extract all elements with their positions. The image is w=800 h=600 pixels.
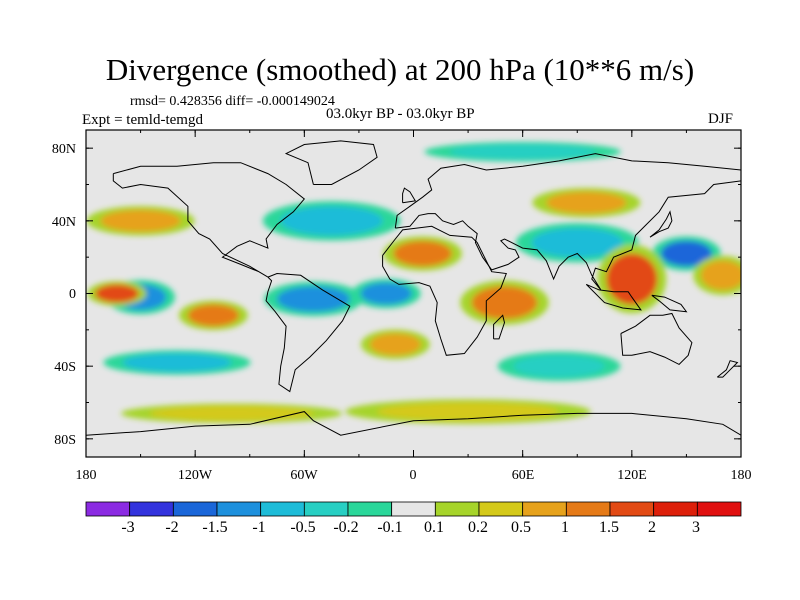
colorbar-swatch — [85, 501, 131, 517]
lon-label-0: 0 — [409, 468, 417, 483]
coastline-japan — [649, 210, 673, 238]
colorbar-swatch — [609, 501, 655, 517]
colorbar-swatch — [129, 501, 174, 517]
colorbar-swatch — [216, 501, 262, 517]
field-south-atlantic-divergence — [369, 333, 421, 356]
coastline-australia — [620, 312, 693, 366]
colorbar-label: 0.1 — [424, 519, 444, 536]
coastline-south-america — [265, 272, 351, 393]
stats-line: rmsd= 0.428356 diff= -0.000149024 — [130, 94, 335, 109]
lon-label-120w: 120W — [177, 468, 213, 483]
field-north-africa-divergence — [393, 240, 452, 267]
colorbar-label: -3 — [121, 519, 135, 536]
colorbar-swatch — [696, 501, 742, 517]
colorbar-label: 0.2 — [468, 519, 488, 536]
colorbar-swatch — [172, 501, 218, 517]
lat-label-40s: 40S — [54, 360, 76, 375]
colorbar-swatch — [653, 501, 698, 517]
colorbar-label: -0.1 — [377, 519, 403, 536]
field-southern-ocean-divergence — [377, 402, 560, 421]
field-southern-ocean-convergence — [122, 353, 232, 372]
coastline-madagascar — [493, 314, 506, 340]
coastline-africa — [382, 225, 507, 356]
colorbar-swatch — [303, 501, 349, 517]
field-arctic-band-convergence — [449, 144, 596, 160]
lon-label-180w: 180 — [75, 468, 97, 483]
field-south-america-convergence — [277, 286, 350, 312]
field-east-pacific-divergence — [700, 260, 741, 290]
colorbar-swatch — [260, 501, 305, 517]
field-asia-convergence — [531, 228, 623, 258]
colorbar-swatch — [347, 501, 393, 517]
colorbar-swatch — [565, 501, 611, 517]
coastlines — [86, 140, 741, 436]
lat-label-40n: 40N — [51, 215, 76, 230]
lon-label-180e: 180 — [730, 468, 752, 483]
lon-label-120e: 120E — [617, 468, 647, 483]
colorbar-label: 2 — [648, 519, 656, 536]
lat-label-80s: 80S — [54, 433, 76, 448]
coastline-new-zealand — [716, 360, 739, 378]
experiment-label: Expt = temld-temgd — [82, 112, 203, 128]
colorbar-label: -1.5 — [202, 519, 228, 536]
coastline-new-guinea — [651, 294, 688, 313]
axis-ticks — [85, 130, 742, 457]
season-label: DJF — [708, 111, 734, 127]
field-antarctic-band-divergence — [149, 406, 314, 421]
colorbar-label: 3 — [692, 519, 700, 536]
colorbar-label: 1 — [561, 519, 569, 536]
map-title: Divergence (smoothed) at 200 hPa (10**6 … — [105, 52, 695, 87]
field-indian-ocean-south-convergence — [513, 355, 605, 378]
coastline-uk — [402, 187, 417, 204]
field-central-pacific-divergence — [95, 284, 139, 303]
coastline-indonesia — [585, 283, 642, 311]
coastline-greenland — [284, 140, 378, 185]
colorbar-swatch — [522, 501, 567, 517]
field-eurasia-divergence — [546, 191, 627, 214]
field-tropical-atlantic-convergence — [360, 282, 412, 305]
period-label: 03.0kyr BP - 03.0kyr BP — [326, 106, 475, 122]
colorbar-label: 1.5 — [599, 519, 619, 536]
colorbar-swatch — [478, 501, 524, 517]
field-south-pacific-divergence — [187, 304, 239, 327]
colorbar-label: 0.5 — [511, 519, 531, 536]
colorbar-swatch — [434, 501, 480, 517]
field-north-atlantic-convergence — [280, 206, 383, 236]
colorbar-label: -0.2 — [333, 519, 359, 536]
colorbar-label: -2 — [165, 519, 179, 536]
colorbar-label: -0.5 — [290, 519, 316, 536]
divergence-field — [86, 141, 741, 424]
lat-label-80n: 80N — [51, 142, 76, 157]
colorbar-swatch — [391, 501, 436, 517]
colorbar-label: -1 — [252, 519, 266, 536]
coastline-antarctica — [86, 411, 741, 436]
field-north-pacific-convergence — [660, 240, 712, 267]
lat-label-0: 0 — [69, 287, 76, 302]
field-north-pacific-divergence — [100, 209, 181, 232]
coastline-north-america — [112, 162, 306, 278]
coastline-eurasia — [394, 153, 741, 291]
lon-label-60e: 60E — [511, 468, 535, 483]
lon-label-60w: 60W — [290, 468, 318, 483]
colorbar — [85, 501, 742, 517]
field-east-africa-divergence — [471, 286, 538, 319]
